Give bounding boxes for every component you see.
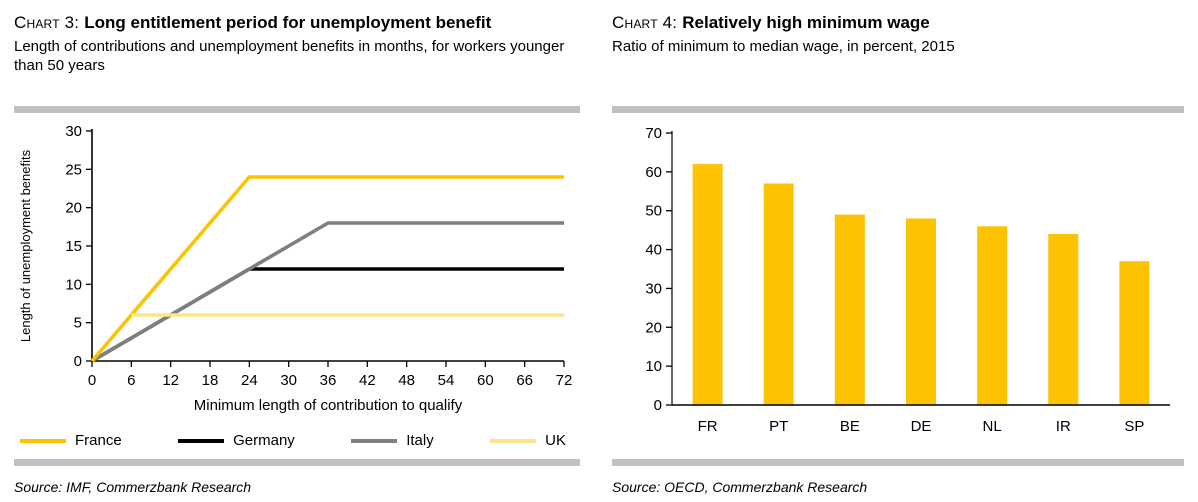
legend-swatch-italy	[351, 438, 398, 443]
svg-text:18: 18	[202, 372, 219, 389]
chart3-title-prefix: Chart 3:	[14, 13, 80, 32]
chart3-legend: France Germany Italy UK	[14, 432, 580, 449]
svg-text:0: 0	[88, 372, 96, 389]
svg-text:PT: PT	[769, 418, 788, 435]
legend-item-germany: Germany	[178, 432, 295, 449]
chart3-bottom-divider	[14, 459, 580, 466]
legend-item-france: France	[20, 432, 122, 449]
svg-text:30: 30	[645, 280, 662, 297]
svg-text:5: 5	[74, 315, 82, 332]
svg-text:6: 6	[127, 372, 135, 389]
svg-text:30: 30	[65, 123, 82, 140]
svg-text:20: 20	[645, 319, 662, 336]
chart4-source: Source: OECD, Commerzbank Research	[612, 479, 868, 495]
svg-text:66: 66	[516, 372, 533, 389]
chart4-panel: Chart 4: Relatively high minimum wage Rat…	[612, 12, 1184, 495]
svg-text:20: 20	[65, 200, 82, 217]
svg-text:Minimum length of contribution: Minimum length of contribution to qualif…	[194, 397, 463, 414]
svg-text:12: 12	[162, 372, 179, 389]
chart3-panel: Chart 3: Long entitlement period for unem…	[14, 12, 580, 495]
svg-text:60: 60	[477, 372, 494, 389]
svg-text:40: 40	[645, 242, 662, 259]
svg-text:30: 30	[280, 372, 297, 389]
chart4-subtitle: Ratio of minimum to median wage, in perc…	[612, 38, 955, 56]
svg-text:10: 10	[65, 276, 82, 293]
legend-item-italy: Italy	[351, 432, 434, 449]
legend-label-france: France	[75, 432, 122, 449]
svg-text:36: 36	[320, 372, 337, 389]
svg-text:DE: DE	[911, 418, 932, 435]
chart4-title-prefix: Chart 4:	[612, 13, 678, 32]
legend-label-germany: Germany	[233, 432, 295, 449]
chart3-title-text: Long entitlement period for unemployment…	[84, 13, 492, 32]
svg-text:72: 72	[556, 372, 573, 389]
chart3-header: Chart 3: Long entitlement period for unem…	[14, 12, 580, 104]
svg-text:FR: FR	[698, 418, 718, 435]
svg-text:24: 24	[241, 372, 258, 389]
svg-text:70: 70	[645, 125, 662, 142]
chart4-top-divider	[612, 106, 1184, 113]
svg-text:50: 50	[645, 203, 662, 220]
legend-swatch-germany	[178, 438, 225, 443]
svg-text:Length of unemployment benefit: Length of unemployment benefits	[18, 149, 33, 342]
svg-text:NL: NL	[983, 418, 1002, 435]
legend-label-italy: Italy	[406, 432, 434, 449]
svg-text:48: 48	[398, 372, 415, 389]
legend-label-uk: UK	[545, 432, 566, 449]
chart4-area: 0 10 20 30 40 50 60 70 FR PT BE DE NL IR SP	[612, 117, 1184, 457]
svg-text:10: 10	[645, 358, 662, 375]
chart3-line-plot: 0 5 10 15 20 25 30 0 6 12 18 24 30 36 42 48 54 60 66 72 Mini…	[18, 123, 573, 414]
svg-text:15: 15	[65, 238, 82, 255]
chart3-source: Source: IMF, Commerzbank Research	[14, 479, 252, 495]
legend-item-uk: UK	[490, 432, 566, 449]
chart3-title: Chart 3: Long entitlement period for unem…	[14, 12, 538, 34]
chart4-bottom-divider	[612, 459, 1184, 466]
svg-text:54: 54	[438, 372, 455, 389]
chart3-top-divider	[14, 106, 580, 113]
chart4-header: Chart 4: Relatively high minimum wage Rat…	[612, 12, 1184, 104]
chart4-bar-plot: 0 10 20 30 40 50 60 70 FR PT BE DE NL IR SP	[645, 125, 1170, 435]
svg-text:60: 60	[645, 164, 662, 181]
chart3-area: 0 5 10 15 20 25 30 0 6 12 18 24 30 36 42 48 54 60 66 72 Mini…	[14, 117, 580, 457]
svg-text:0: 0	[654, 397, 662, 414]
chart4-title-text: Relatively high minimum wage	[682, 13, 930, 32]
legend-swatch-uk	[490, 438, 537, 443]
chart4-title: Chart 4: Relatively high minimum wage	[612, 12, 1136, 34]
svg-text:BE: BE	[840, 418, 860, 435]
legend-swatch-france	[20, 438, 66, 443]
chart3-subtitle: Length of contributions and unemployment…	[14, 38, 565, 75]
svg-text:25: 25	[65, 161, 82, 178]
svg-text:SP: SP	[1124, 418, 1144, 435]
svg-text:IR: IR	[1056, 418, 1071, 435]
svg-text:42: 42	[359, 372, 376, 389]
svg-text:0: 0	[74, 353, 82, 370]
